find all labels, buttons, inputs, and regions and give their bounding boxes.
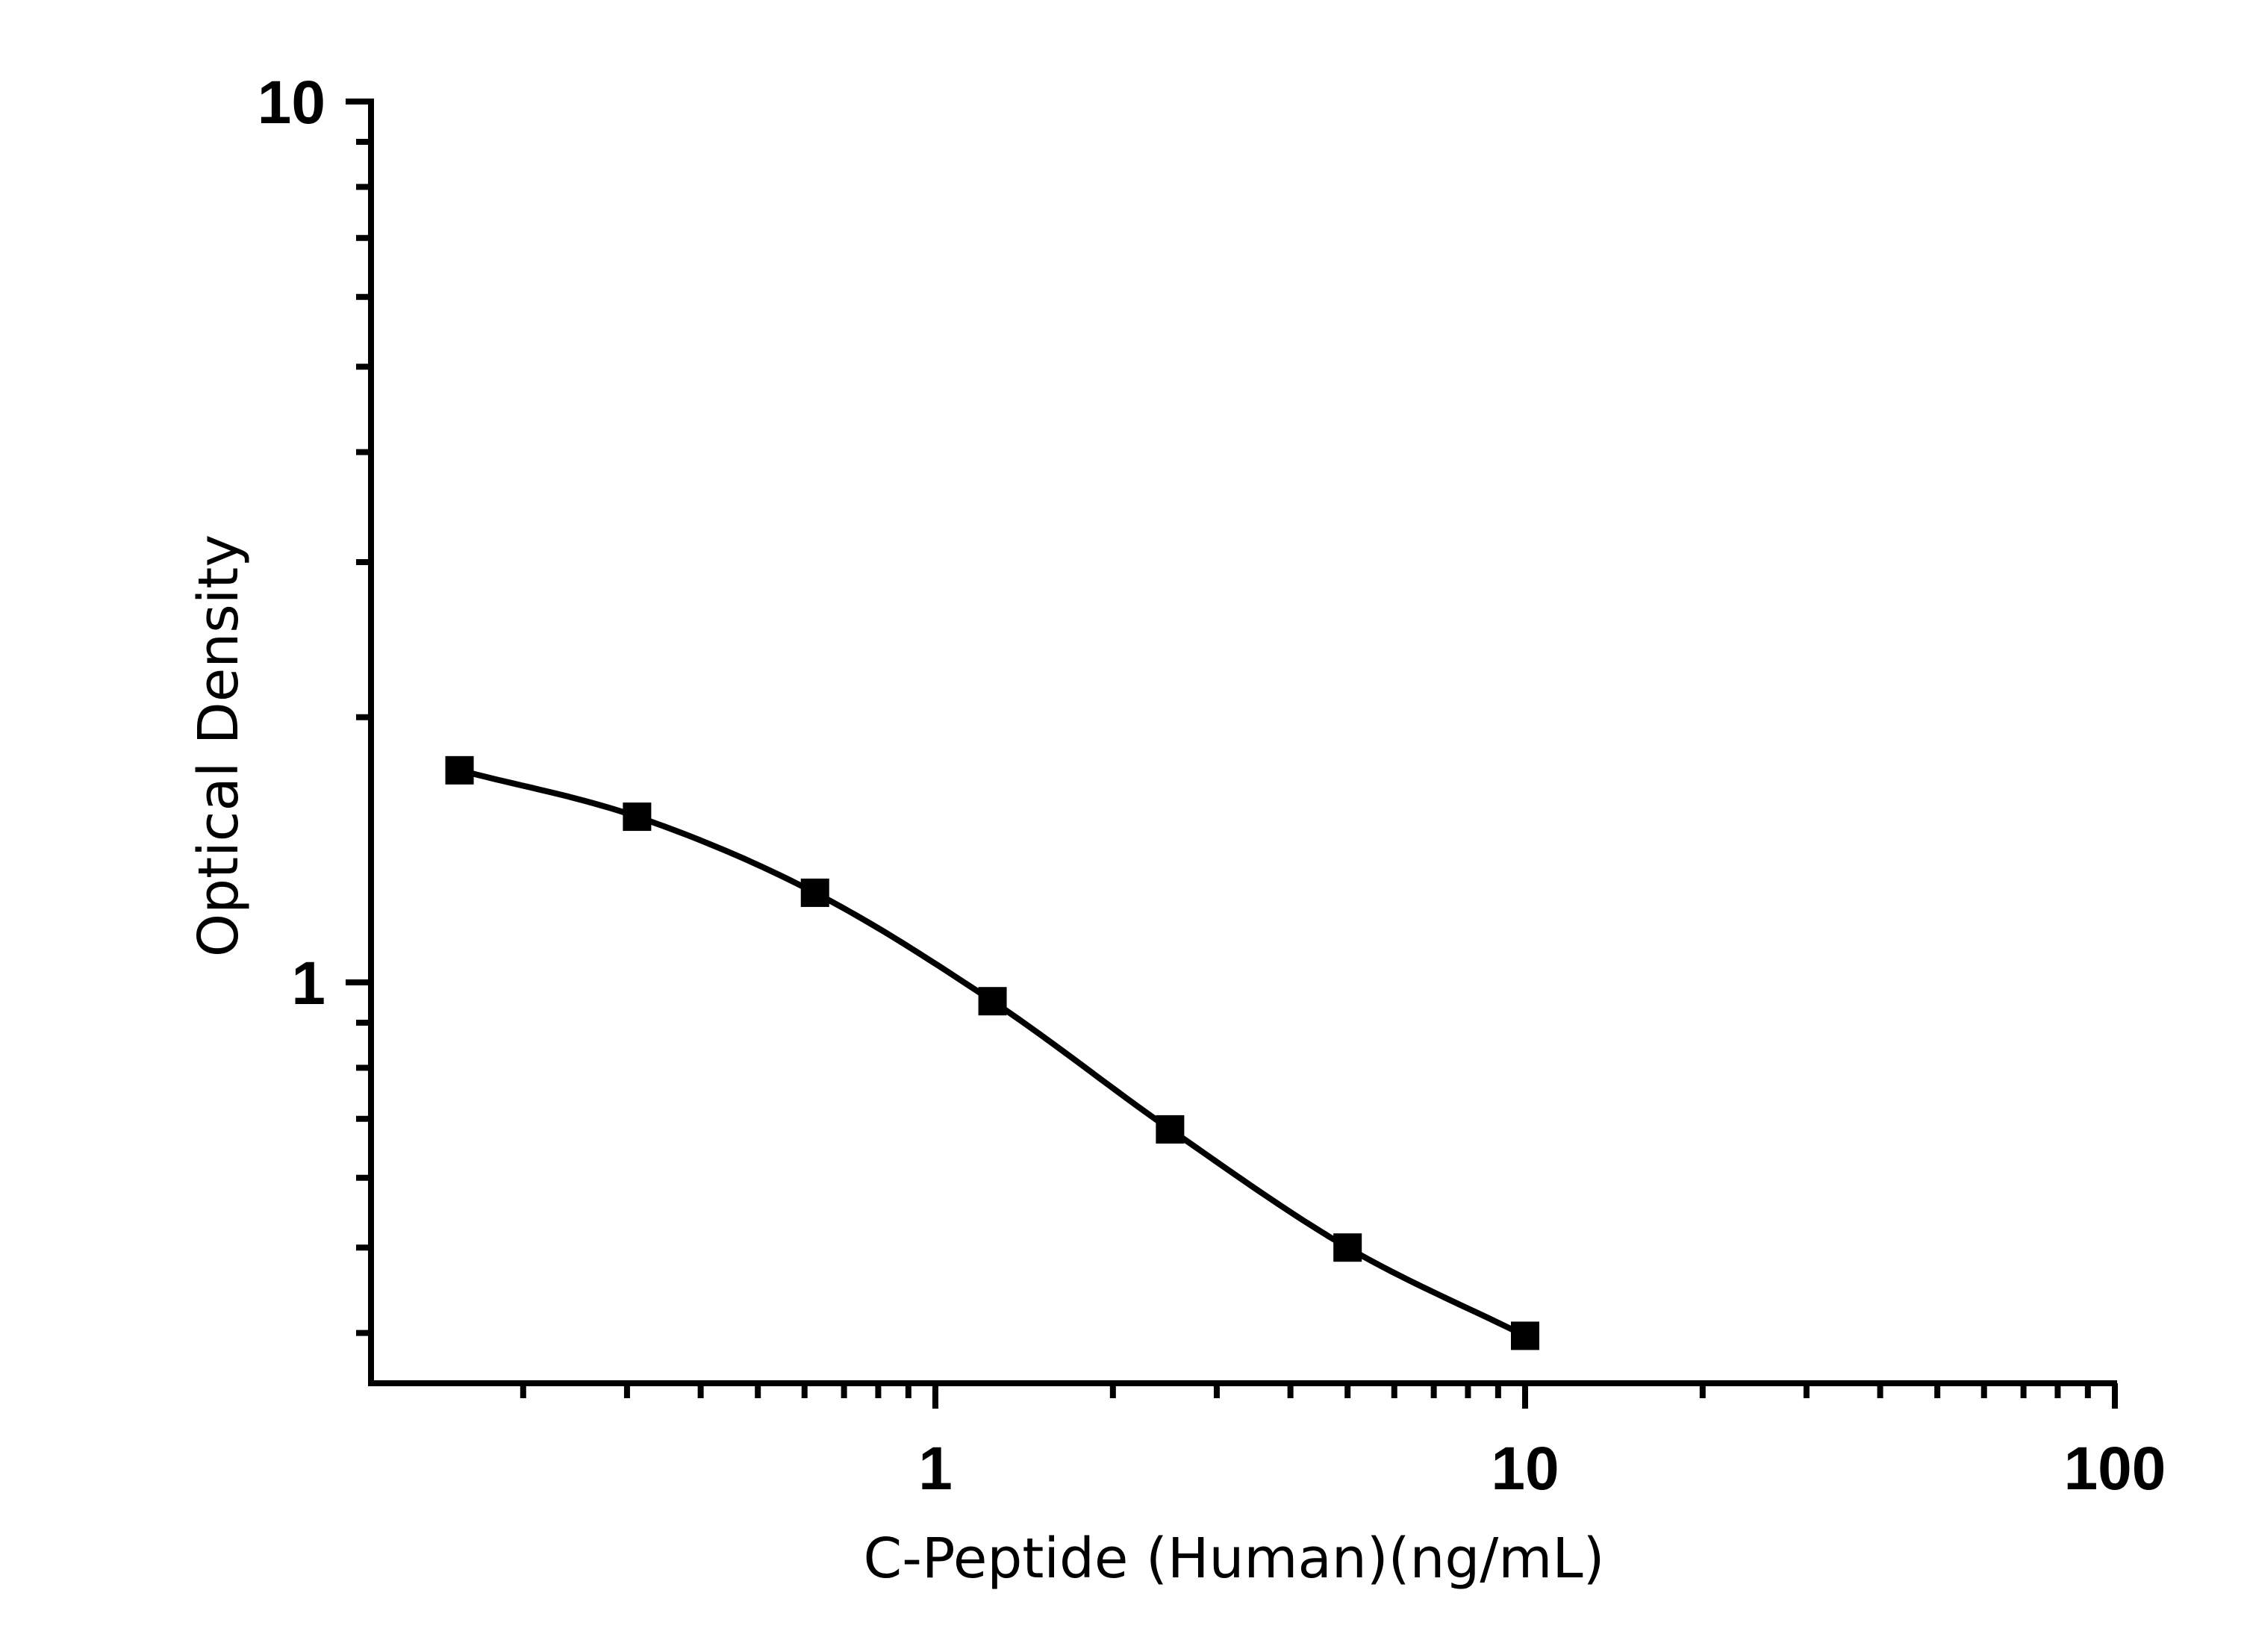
data-point-marker	[623, 802, 652, 832]
x-axis-title: C-Peptide (Human)(ng/mL)	[864, 1527, 1605, 1591]
fit-curve	[458, 767, 1527, 1338]
data-point-marker	[978, 987, 1007, 1016]
y-tick-label: 1	[291, 950, 325, 1017]
data-point-marker	[1333, 1233, 1362, 1262]
x-tick-label: 1	[918, 1435, 953, 1503]
y-tick-label: 10	[258, 69, 325, 137]
y-axis-title: Optical Density	[187, 534, 251, 957]
data-point-marker	[800, 878, 829, 907]
data-point-marker	[1156, 1115, 1185, 1144]
x-tick-label: 100	[2064, 1435, 2166, 1503]
data-point-marker	[1511, 1321, 1539, 1350]
data-point-marker	[445, 755, 474, 785]
axes: 1 10 1 10 100	[258, 69, 2166, 1503]
plot-area	[445, 755, 1539, 1350]
x-tick-label: 10	[1491, 1435, 1559, 1503]
